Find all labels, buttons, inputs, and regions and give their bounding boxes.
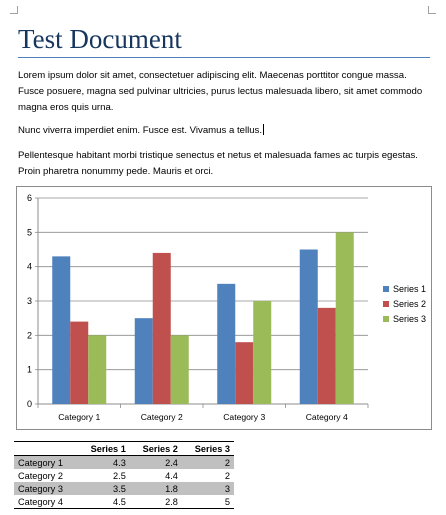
y-tick-label: 2 (27, 330, 32, 340)
bar-series-3-category-4 (335, 232, 354, 404)
bar-series-1-category-4 (299, 249, 318, 404)
legend-swatch (383, 300, 389, 307)
x-tick-label: Category 4 (306, 412, 348, 422)
bar-series-3-category-2 (170, 335, 189, 404)
table-header-cell: Series 2 (129, 441, 182, 456)
table-cell: 2.4 (129, 455, 182, 469)
text-cursor (263, 124, 265, 135)
y-tick-label: 6 (27, 193, 32, 203)
y-tick-label: 5 (27, 227, 32, 237)
chart-legend: Series 1 Series 2 Series 3 (383, 281, 426, 326)
x-tick-label: Category 2 (141, 412, 183, 422)
table-cell: Category 3 (14, 482, 78, 495)
paragraph-3[interactable]: Pellentesque habitant morbi tristique se… (18, 150, 418, 177)
table-cell: Category 4 (14, 495, 78, 509)
x-tick-label: Category 1 (58, 412, 100, 422)
y-tick-label: 4 (27, 262, 32, 272)
table-cell: 4.4 (165, 470, 178, 481)
legend-label: Series 3 (393, 313, 427, 324)
y-tick-label: 0 (27, 399, 32, 409)
table-header-row: Series 1 Series 2 Series 3 (14, 441, 234, 456)
table-cell: 4.3 (77, 455, 130, 469)
bar-series-2-category-3 (235, 342, 254, 404)
table-cell: 1.8 (129, 482, 182, 495)
paragraph-2-text: Nunc viverra imperdiet enim. Fusce est. … (18, 125, 263, 136)
table-cell: Category 1 (14, 455, 78, 469)
table-row: Category 1 4.3 2.4 2 (14, 455, 234, 469)
x-tick-label: Category 3 (223, 412, 265, 422)
table-row: Category 4 4.5 2.8 5 (14, 495, 234, 509)
bar-series-1-category-3 (217, 283, 236, 404)
table-body: Category 1 4.3 2.4 2 Category 2 2.5 4.4 2 Catego… (14, 455, 234, 509)
legend-item: Series 3 (383, 311, 426, 326)
chart-container[interactable]: 0 1 2 3 4 5 6 Category 1 Category 2 Category 3 Cat… (16, 186, 432, 430)
table-cell: 2.8 (129, 495, 182, 509)
legend-item: Series 2 (383, 296, 426, 311)
table-header-cell: Series 1 (77, 441, 130, 456)
table-cell: 3.5 (77, 482, 130, 495)
table-row: Category 3 3.5 1.8 3 (14, 482, 234, 495)
table-cell: 2 (224, 470, 230, 481)
table-header-cell: Series 3 (181, 441, 234, 456)
bar-series-3-category-3 (253, 301, 272, 404)
y-tick-label: 3 (27, 296, 32, 306)
table-row: Category 2 2.5 4.4 2 (14, 469, 234, 482)
legend-label: Series 1 (393, 283, 427, 294)
bar-series-2-category-1 (70, 321, 89, 404)
paragraph-2[interactable]: Nunc viverra imperdiet enim. Fusce est. … (18, 123, 430, 139)
crop-mark-top-left (10, 6, 18, 14)
legend-swatch (383, 315, 389, 322)
table-cell: 2 (181, 455, 234, 469)
document-title[interactable]: Test Document (18, 24, 430, 58)
table-header-cell (14, 441, 78, 456)
legend-swatch (383, 285, 389, 292)
legend-label: Series 2 (393, 298, 427, 309)
table-cell: 2.5 (113, 470, 126, 481)
paragraph-1[interactable]: Lorem ipsum dolor sit amet, consectetuer… (18, 70, 423, 113)
data-table[interactable]: Series 1 Series 2 Series 3 Category 1 4.3 2.… (14, 441, 234, 509)
table-cell: 3 (181, 482, 234, 495)
y-tick-label: 1 (27, 365, 32, 375)
table-cell: 5 (181, 495, 234, 509)
table-cell: Category 2 (18, 470, 63, 481)
bar-series-2-category-2 (152, 252, 171, 404)
bar-series-2-category-4 (317, 307, 336, 404)
bar-series-3-category-1 (88, 335, 107, 404)
bar-chart: 0 1 2 3 4 5 6 Category 1 Category 2 Category 3 Cat… (27, 193, 369, 422)
table-cell: 4.5 (77, 495, 130, 509)
crop-mark-top-right (428, 6, 436, 14)
bar-series-1-category-2 (134, 318, 153, 404)
bar-series-1-category-1 (52, 256, 71, 404)
legend-item: Series 1 (383, 281, 426, 296)
